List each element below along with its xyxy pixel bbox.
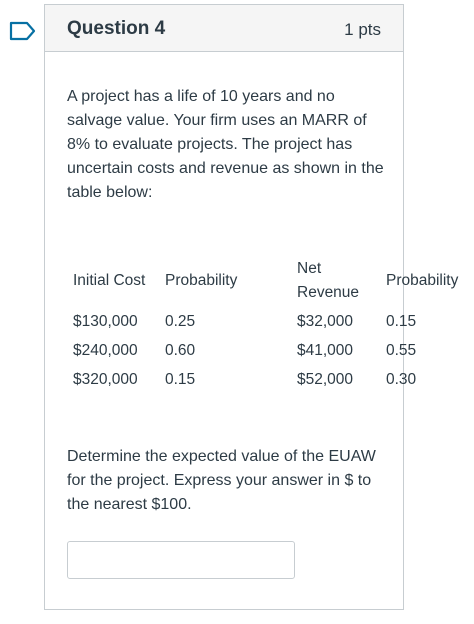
table-cell-probability-revenue: 0.30 bbox=[386, 371, 417, 388]
question-header: Question 4 1 pts bbox=[45, 5, 403, 52]
question-points: 1 pts bbox=[344, 20, 381, 39]
header-net: Net bbox=[297, 260, 322, 277]
header-initial-cost: Initial Cost bbox=[73, 272, 146, 289]
table-cell-probability-cost: 0.60 bbox=[165, 342, 196, 359]
table-cell-probability-revenue: 0.15 bbox=[386, 313, 417, 330]
table-cell-probability-cost: 0.25 bbox=[165, 313, 196, 330]
header-probability-revenue: Probability bbox=[386, 272, 459, 289]
table-cell-probability-revenue: 0.55 bbox=[386, 342, 417, 359]
question-prompt-text: Determine the expected value of the EUAW… bbox=[67, 448, 376, 513]
table-cell-revenue: $41,000 bbox=[297, 342, 354, 359]
table-cell-cost: $320,000 bbox=[73, 371, 138, 388]
table-cell-revenue: $52,000 bbox=[297, 371, 354, 388]
question-title: Question 4 bbox=[67, 18, 166, 39]
table-cell-cost: $240,000 bbox=[73, 342, 138, 359]
header-revenue: Revenue bbox=[297, 284, 360, 301]
answer-input[interactable] bbox=[67, 541, 295, 579]
header-probability-cost: Probability bbox=[165, 272, 238, 289]
table-cell-revenue: $32,000 bbox=[297, 313, 354, 330]
flag-question-button[interactable] bbox=[6, 18, 40, 44]
question-card: Question 4 1 pts A project has a life of… bbox=[44, 4, 458, 610]
bookmark-flag-icon bbox=[9, 21, 36, 41]
table-cell-cost: $130,000 bbox=[73, 313, 138, 330]
table-cell-probability-cost: 0.15 bbox=[165, 371, 196, 388]
question-intro-text: A project has a life of 10 years and no … bbox=[67, 88, 384, 201]
